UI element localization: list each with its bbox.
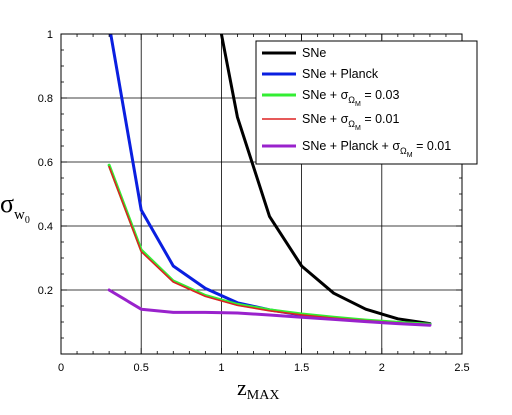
y-tick-label: 0.8 bbox=[38, 93, 53, 105]
y-axis-title: σw0 bbox=[0, 189, 30, 226]
x-tick-label: 2.5 bbox=[454, 362, 469, 374]
legend-label-3: SNe + σΩM = 0.03 bbox=[302, 88, 399, 108]
x-tick-label: 0 bbox=[58, 362, 64, 374]
legend-label-5: SNe + Planck + σΩM = 0.01 bbox=[302, 139, 451, 159]
legend-label-1: SNe bbox=[302, 46, 326, 60]
series-line-1 bbox=[219, 34, 432, 326]
x-tick-label: 1.5 bbox=[294, 362, 309, 374]
y-tick-label: 0.6 bbox=[38, 157, 53, 169]
tick-labels: 0 0.5 1 1.5 2 2.5 0.2 0.4 0.6 0.8 1 bbox=[38, 29, 470, 374]
series-layer bbox=[107, 34, 432, 327]
series-line-5 bbox=[107, 288, 432, 327]
legend-label-2: SNe + Planck bbox=[302, 67, 379, 81]
y-tick-label: 0.4 bbox=[38, 221, 53, 233]
x-tick-label: 1 bbox=[218, 362, 224, 374]
x-axis-title: zMAX bbox=[237, 375, 279, 403]
legend-box bbox=[255, 40, 478, 165]
x-tick-label: 2 bbox=[379, 362, 385, 374]
legend: SNe SNe + Planck SNe + σΩM = 0.03 SNe + σΩM… bbox=[255, 40, 478, 165]
y-tick-label: 0.2 bbox=[38, 285, 53, 297]
plot-frame bbox=[60, 33, 463, 355]
x-tick-label: 0.5 bbox=[134, 362, 149, 374]
y-tick-label: 1 bbox=[47, 29, 53, 41]
legend-label-4: SNe + σΩM = 0.01 bbox=[302, 112, 399, 132]
